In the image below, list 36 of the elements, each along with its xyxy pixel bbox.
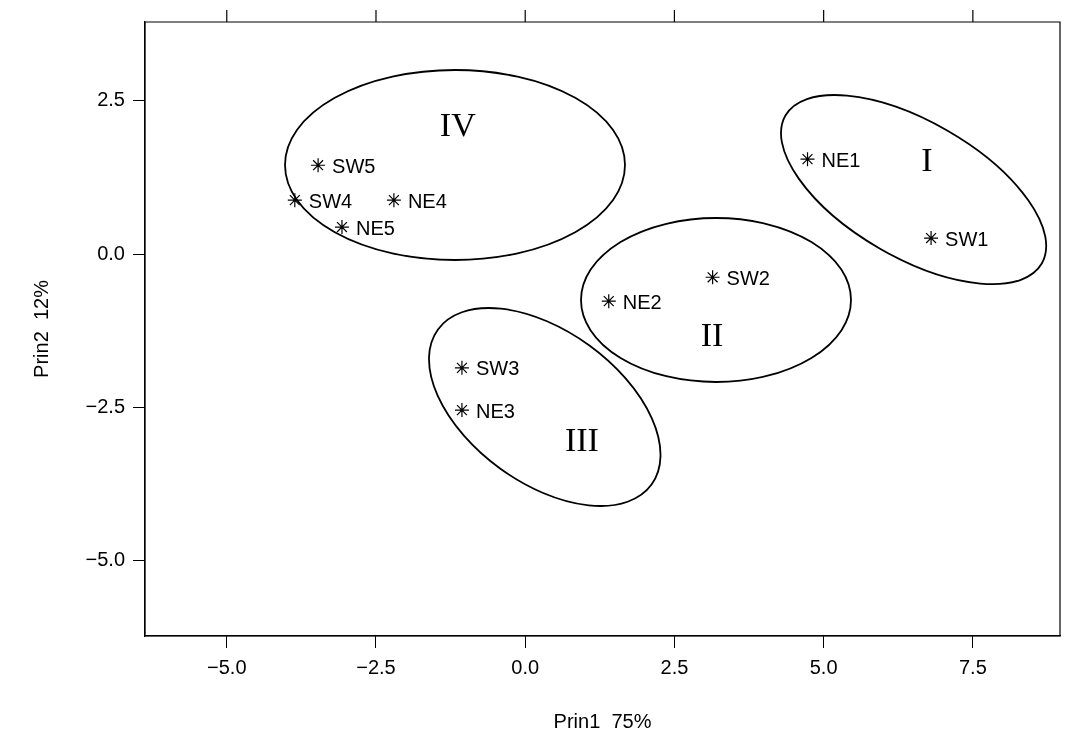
point [601, 293, 617, 309]
annotation: II [700, 315, 724, 353]
point [705, 269, 721, 285]
point [310, 157, 326, 173]
annotation: SW1 [945, 227, 989, 250]
x-tick-label: 5.0 [809, 655, 838, 678]
y-axis-title: Prin2 12% [29, 279, 52, 378]
annotation: SW5 [332, 154, 376, 177]
point [923, 230, 939, 246]
annotation: I [921, 140, 933, 178]
annotation: NE2 [622, 290, 662, 313]
x-tick-label: −5.0 [207, 655, 247, 678]
y-tick-label: −2.5 [85, 394, 125, 417]
x-tick-label: 7.5 [958, 655, 987, 678]
y-tick-label: 0.0 [97, 241, 125, 264]
annotation: III [564, 421, 599, 459]
annotation: NE3 [475, 399, 515, 422]
y-tick-label: 2.5 [97, 88, 125, 111]
annotation: NE5 [355, 216, 395, 239]
x-tick-label: 2.5 [660, 655, 689, 678]
point [287, 192, 303, 208]
annotation: NE1 [821, 148, 861, 171]
x-tick-label: −2.5 [356, 655, 396, 678]
point [386, 192, 402, 208]
x-tick-label: 0.0 [511, 655, 540, 678]
annotation: NE4 [407, 189, 447, 212]
y-tick-label: −5.0 [85, 547, 125, 570]
point [454, 360, 470, 376]
annotation: SW3 [475, 357, 520, 380]
point [799, 151, 816, 167]
annotation: IV [439, 105, 476, 143]
point [334, 219, 350, 235]
point [454, 402, 470, 418]
x-axis-title: Prin1 75% [553, 709, 652, 732]
annotation: SW4 [308, 189, 353, 212]
annotation: SW2 [726, 266, 770, 289]
